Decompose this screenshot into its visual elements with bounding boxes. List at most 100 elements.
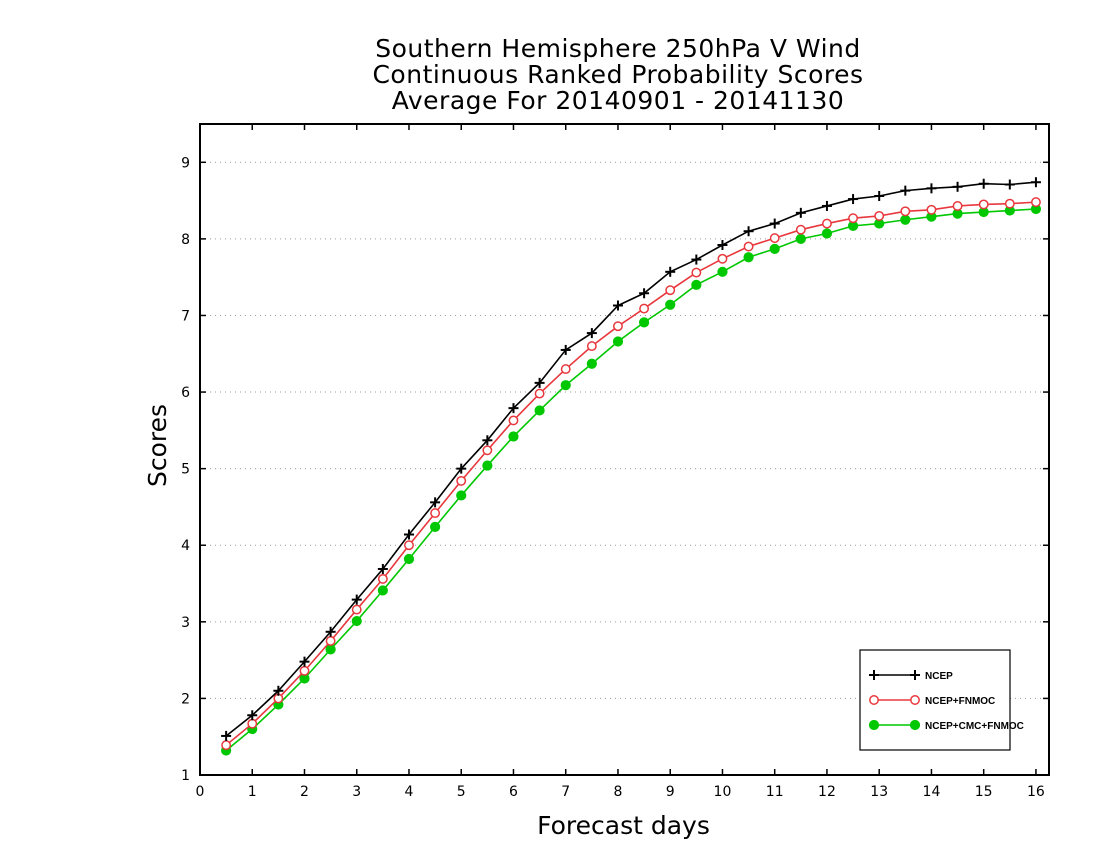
data-point bbox=[900, 206, 911, 217]
data-point bbox=[717, 253, 728, 264]
data-point bbox=[247, 710, 258, 721]
data-point bbox=[717, 240, 728, 251]
data-point bbox=[221, 740, 232, 751]
data-point bbox=[821, 200, 832, 211]
y-tick-label: 1 bbox=[181, 768, 190, 784]
plot-frame bbox=[199, 123, 1050, 776]
legend-marker bbox=[910, 695, 920, 705]
data-point bbox=[430, 508, 441, 519]
data-point bbox=[691, 254, 702, 265]
data-point bbox=[404, 540, 414, 551]
y-tick-label: 2 bbox=[181, 691, 190, 707]
data-point bbox=[821, 228, 833, 239]
y-tick-label: 8 bbox=[181, 232, 190, 248]
series-ncep-fnmoc bbox=[221, 197, 1041, 751]
data-point bbox=[560, 380, 571, 391]
data-point bbox=[299, 656, 310, 667]
x-tick-label: 10 bbox=[714, 784, 732, 800]
data-point bbox=[325, 626, 336, 637]
data-point bbox=[299, 665, 310, 676]
data-point bbox=[430, 521, 441, 532]
data-point bbox=[691, 279, 702, 290]
data-point bbox=[978, 199, 989, 210]
x-tick-label: 7 bbox=[561, 784, 570, 800]
x-tick-label: 14 bbox=[923, 784, 941, 800]
legend-label: NCEP+CMC+FNMOC bbox=[925, 721, 1024, 732]
y-tick-label: 4 bbox=[181, 538, 190, 554]
legend-marker bbox=[868, 719, 880, 731]
data-point bbox=[403, 553, 415, 565]
data-point bbox=[273, 685, 284, 696]
data-point bbox=[560, 364, 571, 375]
title-line-1: Southern Hemisphere 250hPa V Wind bbox=[375, 34, 861, 63]
legend-label: NCEP bbox=[925, 671, 953, 682]
data-point bbox=[952, 200, 963, 211]
series-ncep bbox=[221, 177, 1041, 741]
x-tick-label: 1 bbox=[248, 784, 257, 800]
data-point bbox=[351, 604, 362, 615]
data-point bbox=[900, 214, 911, 225]
x-tick-label: 11 bbox=[766, 784, 784, 800]
data-point bbox=[743, 226, 754, 237]
data-point bbox=[613, 321, 623, 332]
data-point bbox=[377, 563, 388, 574]
data-point bbox=[508, 431, 519, 442]
legend-marker bbox=[869, 670, 879, 680]
data-point bbox=[952, 181, 963, 192]
data-point bbox=[795, 207, 806, 218]
title-line-2: Continuous Ranked Probability Scores bbox=[372, 60, 864, 89]
data-point bbox=[691, 267, 702, 278]
data-point bbox=[586, 358, 597, 369]
x-tick-label: 4 bbox=[405, 784, 414, 800]
x-tick-label: 15 bbox=[975, 784, 993, 800]
data-point bbox=[900, 185, 911, 196]
data-point bbox=[1030, 177, 1041, 188]
data-point bbox=[482, 435, 493, 446]
data-point bbox=[848, 213, 859, 224]
x-tick-label: 16 bbox=[1027, 784, 1045, 800]
data-point bbox=[639, 288, 650, 299]
data-point bbox=[926, 204, 937, 215]
data-point bbox=[586, 341, 597, 352]
data-point bbox=[403, 529, 414, 540]
data-point bbox=[639, 303, 650, 314]
legend-marker bbox=[910, 670, 920, 680]
data-point bbox=[508, 403, 519, 414]
x-tick-label: 13 bbox=[870, 784, 888, 800]
x-axis-title: Forecast days bbox=[537, 811, 710, 840]
legend-marker bbox=[909, 719, 921, 731]
data-point bbox=[665, 299, 676, 310]
title-line-3: Average For 20140901 - 20141130 bbox=[391, 86, 845, 115]
data-point bbox=[769, 243, 780, 254]
data-point bbox=[795, 224, 806, 235]
data-point bbox=[456, 490, 467, 501]
data-point bbox=[638, 317, 650, 328]
data-point bbox=[377, 573, 388, 584]
data-point bbox=[560, 344, 571, 355]
x-tick-label: 9 bbox=[666, 784, 675, 800]
legend: NCEP NCEP+FNMOC NCEP+CMC+FNMOC bbox=[859, 649, 1024, 751]
data-point bbox=[482, 445, 493, 456]
data-point bbox=[534, 377, 545, 388]
data-point bbox=[612, 336, 624, 347]
data-point bbox=[456, 475, 467, 486]
y-tick-label: 7 bbox=[181, 308, 190, 324]
x-tick-label: 6 bbox=[509, 784, 518, 800]
x-tick-label: 8 bbox=[614, 784, 623, 800]
data-point bbox=[1004, 198, 1015, 209]
data-point bbox=[926, 183, 937, 194]
data-point bbox=[1030, 197, 1041, 208]
data-point bbox=[665, 285, 676, 296]
data-point bbox=[351, 615, 362, 627]
legend-marker bbox=[869, 695, 879, 705]
data-point bbox=[508, 415, 519, 426]
data-point bbox=[795, 233, 806, 244]
data-point bbox=[1004, 179, 1015, 190]
x-tick-label: 12 bbox=[818, 784, 836, 800]
data-point bbox=[665, 266, 676, 277]
data-point bbox=[534, 388, 545, 399]
data-point bbox=[586, 328, 597, 339]
data-point bbox=[221, 730, 232, 741]
data-point bbox=[978, 178, 989, 189]
